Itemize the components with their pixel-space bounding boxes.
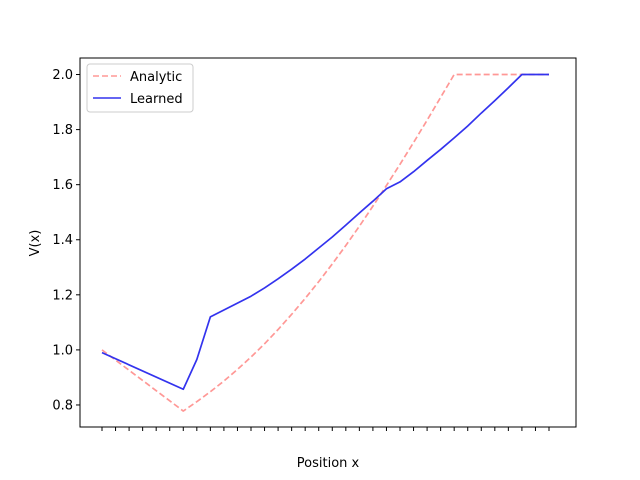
series-line-learned — [101, 73, 549, 391]
legend-label-analytic: Analytic — [130, 70, 182, 85]
y-axis: 0.8 1.0 1.2 1.4 1.6 1.8 2.0 — [52, 68, 80, 413]
y-tick-label: 0.8 — [52, 398, 73, 413]
y-tick-label: 1.6 — [52, 178, 73, 193]
y-tick-label: 1.0 — [52, 343, 73, 358]
y-tick-label: 1.2 — [52, 288, 73, 303]
y-tick-label: 1.8 — [52, 123, 73, 138]
series-lines — [101, 73, 549, 412]
x-axis-label: Position x — [297, 456, 360, 471]
y-tick-label: 1.4 — [52, 233, 73, 248]
y-tick-label: 2.0 — [52, 68, 73, 83]
axes-frame — [79, 57, 577, 428]
y-axis-label: V(x) — [28, 230, 43, 257]
legend: Analytic Learned — [86, 63, 194, 113]
legend-label-learned: Learned — [130, 92, 183, 107]
series-line-analytic — [101, 73, 549, 412]
x-axis — [101, 427, 550, 431]
